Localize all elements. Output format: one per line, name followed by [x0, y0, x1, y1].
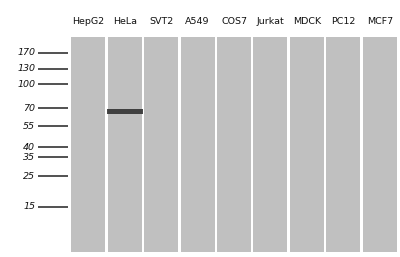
Bar	[144, 37, 178, 252]
Bar	[180, 37, 214, 252]
Text: HepG2: HepG2	[72, 17, 104, 26]
Bar	[107, 109, 143, 114]
Text: 70: 70	[23, 104, 35, 113]
Text: A549: A549	[185, 17, 210, 26]
Text: 100: 100	[17, 80, 35, 89]
Text: 55: 55	[23, 122, 35, 131]
Bar	[326, 37, 360, 252]
Bar	[71, 37, 105, 252]
Text: 40: 40	[23, 143, 35, 152]
Text: 15: 15	[23, 202, 35, 211]
Text: MDCK: MDCK	[293, 17, 321, 26]
Bar	[363, 37, 397, 252]
Text: HeLa: HeLa	[113, 17, 137, 26]
Bar	[108, 37, 142, 252]
Bar	[254, 37, 288, 252]
Bar	[217, 37, 251, 252]
Text: 35: 35	[23, 152, 35, 161]
Text: PC12: PC12	[331, 17, 356, 26]
Text: SVT2: SVT2	[149, 17, 173, 26]
Text: 170: 170	[17, 48, 35, 57]
Text: 130: 130	[17, 64, 35, 73]
Text: COS7: COS7	[221, 17, 247, 26]
Bar	[290, 37, 324, 252]
Text: Jurkat: Jurkat	[256, 17, 284, 26]
Text: MCF7: MCF7	[367, 17, 393, 26]
Text: 25: 25	[23, 172, 35, 181]
